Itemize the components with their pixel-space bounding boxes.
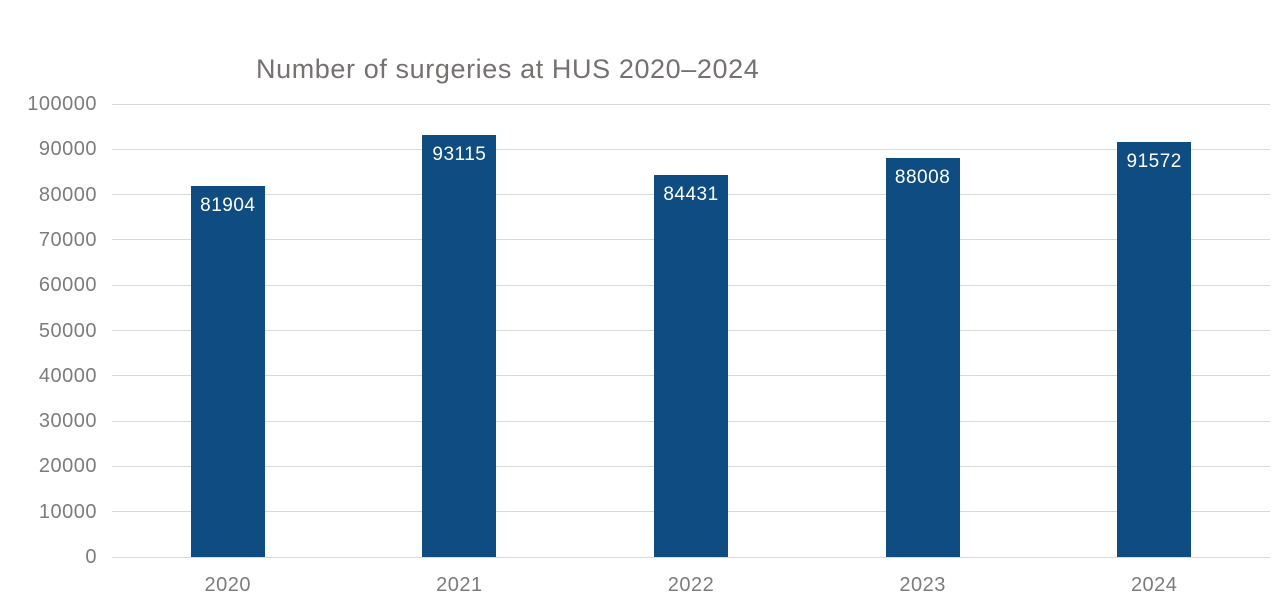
y-axis-tick-label: 70000 bbox=[38, 228, 97, 251]
y-axis-tick-label: 0 bbox=[85, 546, 97, 568]
y-axis-tick-label: 100000 bbox=[27, 93, 97, 115]
bar-value-label: 84431 bbox=[663, 183, 719, 205]
x-axis-tick-label-2022: 2022 bbox=[667, 574, 715, 596]
gridline-y-0 bbox=[112, 556, 1270, 558]
y-axis-tick-label: 60000 bbox=[38, 274, 97, 297]
y-axis-tick-label: 20000 bbox=[38, 455, 97, 478]
y-axis-tick-label: 40000 bbox=[38, 364, 97, 387]
bar-value-label: 91572 bbox=[1126, 151, 1182, 173]
x-axis-tick-label-2020: 2020 bbox=[204, 574, 252, 596]
y-axis-tick-label: 30000 bbox=[38, 410, 97, 433]
x-axis-tick-label-2023: 2023 bbox=[899, 574, 946, 596]
chart-title: Number of surgeries at HUS 2020–2024 bbox=[256, 54, 760, 84]
y-axis-tick-label: 80000 bbox=[38, 183, 97, 206]
bar-2022: 84431 bbox=[654, 174, 728, 557]
plot-area: 0 10000 20000 30000 40000 50000 60000 70000 8000… bbox=[27, 93, 1270, 596]
y-axis-tick-label: 50000 bbox=[38, 319, 97, 342]
x-axis-tick-label-2021: 2021 bbox=[436, 574, 483, 596]
bar-value-label: 93115 bbox=[432, 144, 487, 166]
gridline-y-100000 bbox=[112, 103, 1270, 105]
y-axis-tick-label: 90000 bbox=[38, 138, 97, 161]
bar-2024: 91572 bbox=[1117, 142, 1192, 557]
gridline-y-90000 bbox=[112, 148, 1270, 150]
bar-value-label: 81904 bbox=[200, 194, 256, 216]
bar-2023: 88008 bbox=[885, 158, 960, 557]
y-axis-tick-label: 10000 bbox=[38, 500, 97, 523]
bar-2020: 81904 bbox=[190, 185, 265, 557]
bar-2021: 93115 bbox=[422, 135, 497, 557]
bar-value-label: 88008 bbox=[894, 167, 951, 189]
x-axis-tick-label-2024: 2024 bbox=[1130, 574, 1178, 596]
